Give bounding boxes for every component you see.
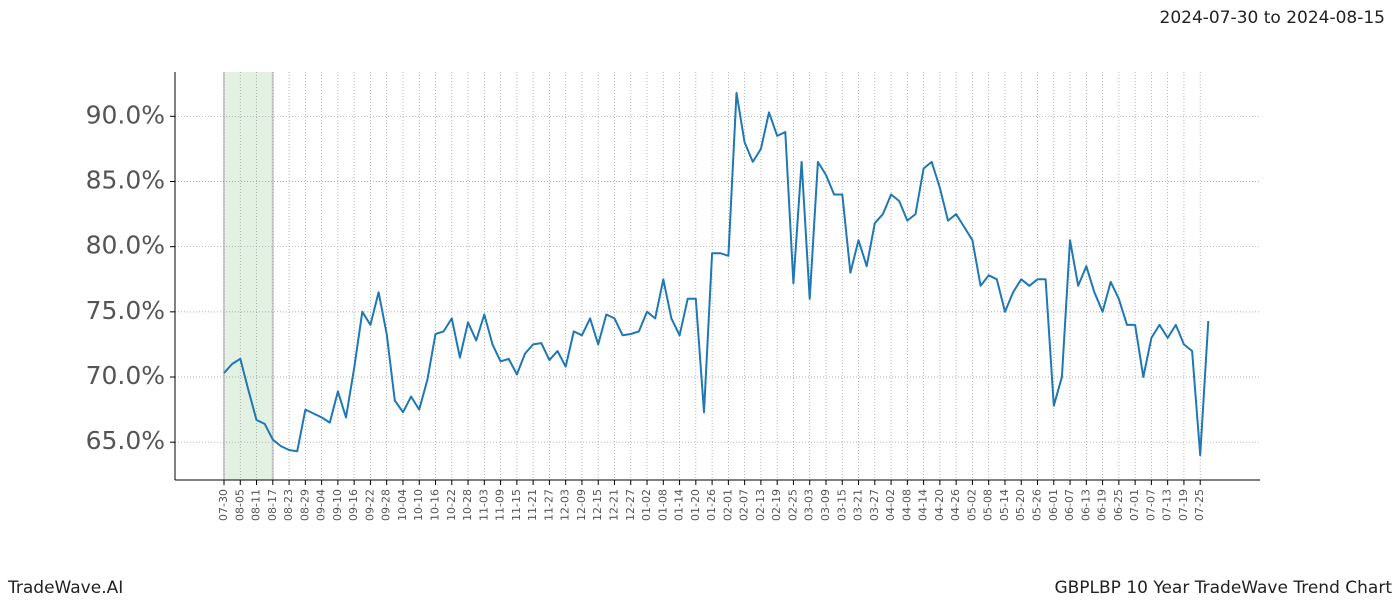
x-tick-label: 11-03 bbox=[477, 489, 490, 521]
x-tick-label: 07-25 bbox=[1193, 489, 1206, 521]
x-tick-label: 12-27 bbox=[624, 489, 637, 521]
trend-line bbox=[223, 91, 1210, 457]
x-tick-label: 10-22 bbox=[445, 489, 458, 521]
x-tick-label: 10-28 bbox=[461, 489, 474, 521]
x-tick-label: 07-13 bbox=[1161, 489, 1174, 521]
x-tick-label: 06-13 bbox=[1079, 489, 1092, 521]
x-tick-label: 04-20 bbox=[933, 489, 946, 521]
x-tick-label: 07-19 bbox=[1177, 489, 1190, 521]
x-tick-label: 10-16 bbox=[429, 489, 442, 521]
x-tick-label: 02-19 bbox=[770, 489, 783, 521]
y-tick-label: 65.0% bbox=[86, 426, 165, 455]
x-tick-label: 05-08 bbox=[982, 489, 995, 521]
x-tick-label: 02-01 bbox=[721, 489, 734, 521]
y-tick-label: 85.0% bbox=[86, 165, 165, 194]
x-tick-label: 03-21 bbox=[852, 489, 865, 521]
y-tick-label: 70.0% bbox=[86, 361, 165, 390]
x-tick-label: 12-03 bbox=[559, 489, 572, 521]
x-tick-label: 01-14 bbox=[673, 489, 686, 521]
x-tick-label: 12-15 bbox=[591, 489, 604, 521]
x-tick-label: 05-02 bbox=[965, 489, 978, 521]
x-tick-label: 11-21 bbox=[526, 489, 539, 521]
x-tick-label: 05-26 bbox=[1031, 489, 1044, 521]
x-tick-label: 11-09 bbox=[494, 489, 507, 521]
x-tick-label: 07-30 bbox=[217, 489, 230, 521]
x-tick-label: 01-26 bbox=[705, 489, 718, 521]
x-tick-label: 12-21 bbox=[607, 489, 620, 521]
x-tick-label: 09-16 bbox=[347, 489, 360, 521]
x-tick-label: 04-02 bbox=[884, 489, 897, 521]
x-tick-label: 03-09 bbox=[819, 489, 832, 521]
x-tick-label: 05-14 bbox=[998, 489, 1011, 521]
x-tick-label: 06-19 bbox=[1096, 489, 1109, 521]
x-tick-label: 01-02 bbox=[640, 489, 653, 521]
brand: TradeWave.AI bbox=[7, 578, 123, 598]
y-tick-label: 90.0% bbox=[86, 100, 165, 129]
x-tick-label: 07-01 bbox=[1128, 489, 1141, 521]
highlight-band bbox=[224, 72, 273, 480]
x-tick-label: 09-10 bbox=[331, 489, 344, 521]
x-tick-label: 02-25 bbox=[786, 489, 799, 521]
x-tick-label: 09-04 bbox=[315, 489, 328, 521]
x-tick-label: 10-10 bbox=[412, 489, 425, 521]
x-tick-label: 08-29 bbox=[298, 489, 311, 521]
x-tick-label: 08-23 bbox=[282, 489, 295, 521]
x-tick-label: 05-20 bbox=[1014, 489, 1027, 521]
chart-title: GBPLBP 10 Year TradeWave Trend Chart bbox=[1054, 578, 1392, 598]
x-tick-label: 08-17 bbox=[266, 489, 279, 521]
x-tick-label: 06-25 bbox=[1112, 489, 1125, 521]
x-tick-label: 09-28 bbox=[380, 489, 393, 521]
y-tick-label: 80.0% bbox=[86, 231, 165, 260]
x-tick-label: 02-13 bbox=[754, 489, 767, 521]
x-tick-label: 02-07 bbox=[738, 489, 751, 521]
x-tick-label: 11-15 bbox=[510, 489, 523, 521]
date-range: 2024-07-30 to 2024-08-15 bbox=[1160, 8, 1385, 28]
x-tick-label: 01-08 bbox=[656, 489, 669, 521]
x-tick-label: 01-20 bbox=[689, 489, 702, 521]
x-tick-label: 03-27 bbox=[868, 489, 881, 521]
x-tick-label: 07-07 bbox=[1144, 489, 1157, 521]
x-tick-label: 10-04 bbox=[396, 489, 409, 521]
x-tick-label: 06-07 bbox=[1063, 489, 1076, 521]
x-tick-label: 04-14 bbox=[917, 489, 930, 521]
x-tick-label: 06-01 bbox=[1047, 489, 1060, 521]
x-tick-label: 03-03 bbox=[803, 489, 816, 521]
x-tick-label: 04-26 bbox=[949, 489, 962, 521]
x-tick-label: 04-08 bbox=[900, 489, 913, 521]
x-tick-label: 09-22 bbox=[363, 489, 376, 521]
x-tick-label: 08-11 bbox=[250, 489, 263, 521]
x-tick-label: 12-09 bbox=[575, 489, 588, 521]
y-tick-label: 75.0% bbox=[86, 296, 165, 325]
x-tick-label: 08-05 bbox=[233, 489, 246, 521]
x-tick-label: 03-15 bbox=[835, 489, 848, 521]
x-tick-label: 11-27 bbox=[542, 489, 555, 521]
